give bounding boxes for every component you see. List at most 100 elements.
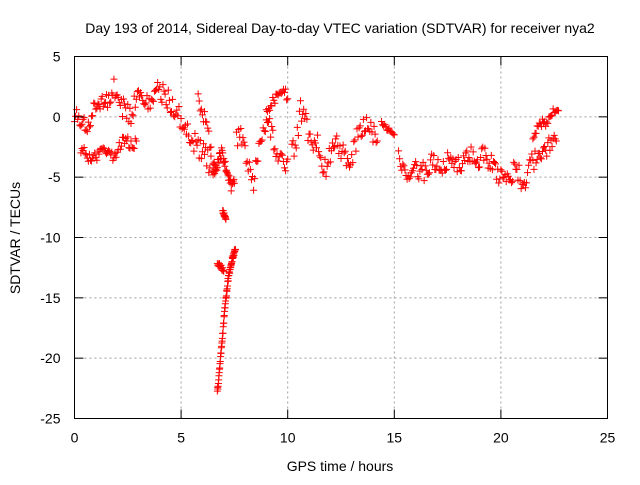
data-point [294,131,302,139]
data-point [105,146,113,154]
data-point [206,144,214,152]
data-point [533,155,541,163]
data-point [251,175,259,183]
data-point [83,128,91,136]
data-point [415,175,423,183]
y-tick-label: 5 [53,49,61,65]
data-point [475,164,483,172]
data-point [221,157,229,165]
data-point [207,143,215,151]
data-point [163,104,171,112]
x-tick-label: 0 [71,430,79,446]
data-point [194,90,202,98]
data-point [268,122,276,130]
data-point [123,114,131,122]
data-point [104,103,112,111]
data-point [546,146,554,154]
data-point [306,130,314,138]
data-point [131,103,139,111]
data-point [529,135,537,143]
data-point [77,122,85,130]
data-point [494,165,502,173]
data-point [389,130,397,138]
data-point [406,173,414,181]
data-point [283,96,291,104]
data-point [337,154,345,162]
data-point [94,100,102,108]
data-point [220,267,228,275]
data-point [434,156,442,164]
data-point [165,96,173,104]
data-point [322,172,330,180]
data-point [331,143,339,151]
data-point [158,98,166,106]
data-point [307,138,315,146]
data-point [133,88,141,96]
data-point [130,144,138,152]
data-point [341,147,349,155]
data-point [205,127,213,135]
data-point [190,147,198,155]
data-point [378,117,386,125]
data-point [99,144,107,152]
data-point [98,92,106,100]
data-point [382,122,390,130]
data-point [515,161,523,169]
data-point [188,136,196,144]
data-point [129,144,137,152]
data-point [91,149,99,157]
data-point [480,156,488,164]
data-point [284,95,292,103]
data-point [267,102,275,110]
data-point [295,107,303,115]
data-point [265,118,273,126]
data-point [259,124,267,132]
data-point [266,115,274,123]
data-point [129,112,137,120]
data-point [118,113,126,121]
data-point [88,157,96,165]
data-point [399,160,407,168]
data-point [282,85,290,93]
data-point [525,161,533,169]
data-point [162,101,170,109]
data-point [196,107,204,115]
data-point [358,131,366,139]
data-point [502,178,510,186]
data-point [270,96,278,104]
data-point [207,152,215,160]
data-point [488,166,496,174]
data-point [333,132,341,140]
data-point [222,215,230,223]
data-point [173,106,181,114]
data-point [550,131,558,139]
y-tick-label: -10 [40,230,60,246]
data-point [164,86,172,94]
data-point [234,142,242,150]
data-point [191,130,199,138]
data-point [127,119,135,127]
data-point [277,89,285,97]
data-point [154,78,162,86]
data-point [93,156,101,164]
data-point [554,107,562,115]
y-tick-label: -25 [40,411,60,427]
x-tick-label: 15 [387,430,403,446]
data-point [85,123,93,131]
data-point [148,96,156,104]
data-point [544,119,552,127]
data-point [513,165,521,173]
data-point [401,166,409,174]
data-point [215,159,223,167]
data-point [454,153,462,161]
data-point [547,112,555,120]
data-point [161,90,169,98]
data-point [373,137,381,145]
data-point [157,95,165,103]
chart-title: Day 193 of 2014, Sidereal Day-to-day VTE… [85,20,595,36]
data-point [225,172,233,180]
data-point [168,108,176,116]
data-point [261,127,269,135]
